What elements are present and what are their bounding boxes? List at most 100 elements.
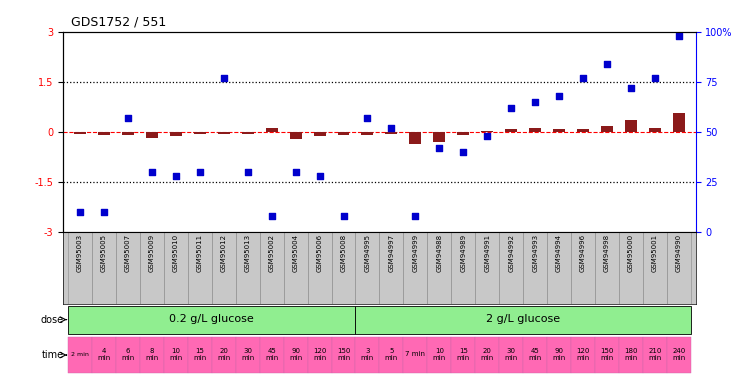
Text: GSM95011: GSM95011 bbox=[196, 234, 203, 272]
Bar bbox=[643, 232, 667, 304]
Bar bbox=[481, 131, 493, 132]
Bar bbox=[595, 232, 619, 304]
Point bbox=[529, 99, 541, 105]
Text: GSM94995: GSM94995 bbox=[365, 234, 371, 272]
Bar bbox=[475, 232, 499, 304]
Text: time: time bbox=[42, 350, 64, 360]
Text: GSM95007: GSM95007 bbox=[125, 234, 131, 272]
Point bbox=[266, 213, 278, 219]
Text: GSM94988: GSM94988 bbox=[436, 234, 443, 272]
Text: GSM95004: GSM95004 bbox=[292, 234, 298, 272]
Text: 150
min: 150 min bbox=[337, 348, 350, 361]
Text: 240
min: 240 min bbox=[673, 348, 685, 361]
Text: 20
min: 20 min bbox=[217, 348, 231, 361]
Bar bbox=[92, 232, 116, 304]
Text: 150
min: 150 min bbox=[600, 348, 614, 361]
Bar bbox=[409, 132, 421, 144]
Point bbox=[146, 169, 158, 175]
Text: GSM95003: GSM95003 bbox=[77, 234, 83, 272]
Bar bbox=[529, 128, 541, 132]
Text: GSM94999: GSM94999 bbox=[412, 234, 418, 272]
Bar bbox=[307, 337, 332, 373]
Bar bbox=[643, 337, 667, 373]
Text: 120
min: 120 min bbox=[313, 348, 326, 361]
Point bbox=[577, 75, 589, 81]
Bar bbox=[236, 232, 260, 304]
Bar bbox=[547, 337, 571, 373]
Text: GDS1752 / 551: GDS1752 / 551 bbox=[71, 15, 166, 28]
Point bbox=[74, 209, 86, 214]
Bar bbox=[619, 337, 643, 373]
Bar bbox=[547, 232, 571, 304]
Text: 2 min: 2 min bbox=[71, 352, 89, 357]
Text: 15
min: 15 min bbox=[457, 348, 470, 361]
Bar bbox=[475, 337, 499, 373]
Text: GSM94994: GSM94994 bbox=[556, 234, 562, 272]
Bar bbox=[283, 232, 307, 304]
Text: GSM94991: GSM94991 bbox=[484, 234, 490, 272]
Bar bbox=[122, 132, 134, 135]
Text: 90
min: 90 min bbox=[553, 348, 565, 361]
Text: 7 min: 7 min bbox=[405, 351, 426, 357]
Bar bbox=[595, 337, 619, 373]
Point bbox=[673, 33, 684, 39]
Point bbox=[458, 149, 469, 155]
Bar bbox=[673, 113, 685, 132]
Text: 8
min: 8 min bbox=[145, 348, 158, 361]
Point bbox=[625, 85, 637, 91]
Bar bbox=[68, 337, 92, 373]
Text: GSM94989: GSM94989 bbox=[461, 234, 466, 272]
Point bbox=[98, 209, 110, 214]
Text: 20
min: 20 min bbox=[481, 348, 494, 361]
Bar bbox=[619, 232, 643, 304]
Bar bbox=[170, 132, 182, 136]
Text: 15
min: 15 min bbox=[193, 348, 206, 361]
Text: 6
min: 6 min bbox=[121, 348, 135, 361]
Text: GSM94990: GSM94990 bbox=[676, 234, 682, 272]
Point bbox=[242, 169, 254, 175]
Bar bbox=[667, 232, 691, 304]
Text: GSM94992: GSM94992 bbox=[508, 234, 514, 272]
Bar bbox=[523, 337, 547, 373]
Bar bbox=[403, 232, 427, 304]
Text: 180
min: 180 min bbox=[624, 348, 638, 361]
Text: dose: dose bbox=[41, 315, 64, 325]
Point bbox=[481, 133, 493, 139]
Bar bbox=[458, 132, 469, 135]
Bar bbox=[403, 337, 427, 373]
Point bbox=[314, 172, 326, 178]
Bar bbox=[68, 232, 92, 304]
Point bbox=[362, 115, 373, 121]
Bar bbox=[212, 232, 236, 304]
Bar bbox=[356, 337, 379, 373]
Text: GSM95008: GSM95008 bbox=[341, 234, 347, 272]
Bar bbox=[146, 132, 158, 138]
Text: GSM95001: GSM95001 bbox=[652, 234, 658, 272]
Bar bbox=[140, 232, 164, 304]
Text: GSM95013: GSM95013 bbox=[245, 234, 251, 272]
Bar bbox=[164, 337, 187, 373]
Bar bbox=[385, 132, 397, 134]
Bar bbox=[92, 337, 116, 373]
Text: GSM95009: GSM95009 bbox=[149, 234, 155, 272]
Bar bbox=[98, 132, 110, 135]
Bar bbox=[577, 129, 589, 132]
Text: GSM94997: GSM94997 bbox=[388, 234, 394, 272]
Point bbox=[433, 145, 445, 151]
Bar bbox=[667, 337, 691, 373]
Text: GSM94993: GSM94993 bbox=[532, 234, 538, 272]
Bar bbox=[427, 232, 452, 304]
Bar bbox=[164, 232, 187, 304]
Bar bbox=[283, 337, 307, 373]
Bar bbox=[433, 132, 446, 142]
Point bbox=[194, 169, 206, 175]
Text: 30
min: 30 min bbox=[504, 348, 518, 361]
Text: GSM95010: GSM95010 bbox=[173, 234, 179, 272]
Point bbox=[601, 61, 613, 67]
Bar bbox=[116, 337, 140, 373]
Text: 3
min: 3 min bbox=[361, 348, 374, 361]
Bar bbox=[452, 337, 475, 373]
Bar bbox=[553, 129, 565, 132]
Text: 2 g/L glucose: 2 g/L glucose bbox=[486, 314, 560, 324]
Bar bbox=[74, 132, 86, 134]
